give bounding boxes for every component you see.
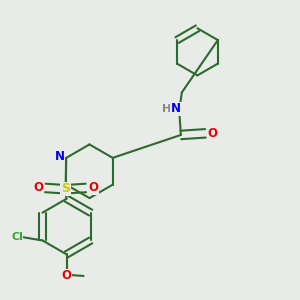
Text: N: N (55, 150, 65, 164)
Text: O: O (33, 182, 43, 194)
Text: O: O (61, 269, 72, 283)
Text: N: N (171, 102, 181, 115)
Text: H: H (162, 104, 171, 114)
Text: O: O (88, 182, 98, 194)
Text: Cl: Cl (11, 232, 23, 242)
Text: S: S (61, 182, 70, 195)
Text: O: O (208, 127, 218, 140)
